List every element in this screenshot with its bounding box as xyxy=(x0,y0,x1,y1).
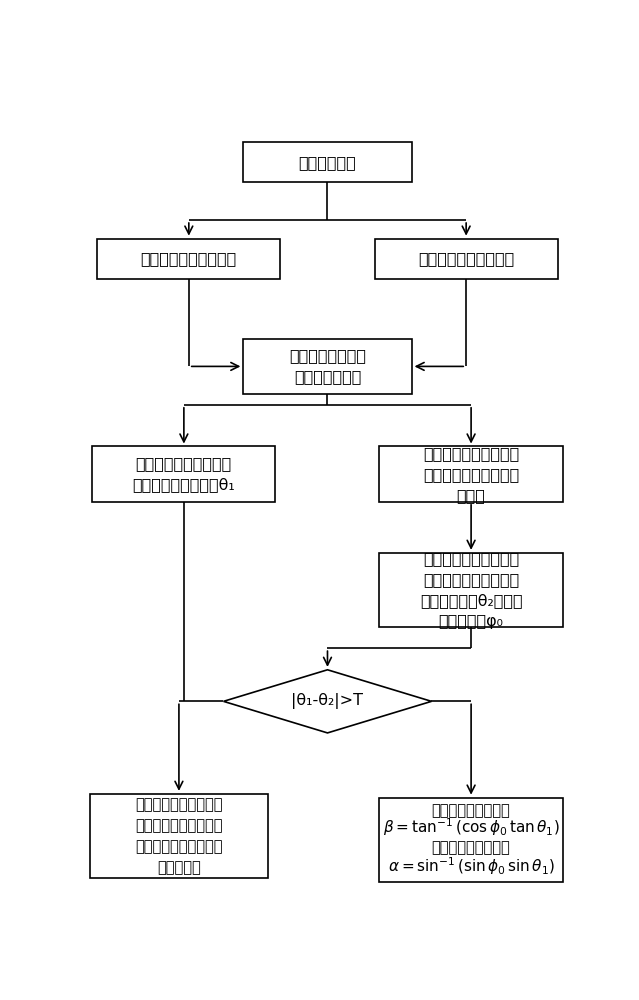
FancyBboxPatch shape xyxy=(92,446,275,502)
Text: 获取样本数据: 获取样本数据 xyxy=(298,155,357,170)
FancyBboxPatch shape xyxy=(380,798,563,882)
Text: 将俯仰角预估值作为待
测目标的俯仰角，将方
位角预估值作为待测目
标的方位角: 将俯仰角预估值作为待 测目标的俯仰角，将方 位角预估值作为待测目 标的方位角 xyxy=(135,797,222,875)
Text: |θ₁-θ₂|>T: |θ₁-θ₂|>T xyxy=(291,693,364,709)
Text: 待测目标的俯仰角为: 待测目标的俯仰角为 xyxy=(432,803,511,818)
Polygon shape xyxy=(224,670,431,733)
FancyBboxPatch shape xyxy=(374,239,558,279)
Text: $\beta = \tan^{-1}(\cos\phi_0\,\tan\theta_1)$: $\beta = \tan^{-1}(\cos\phi_0\,\tan\thet… xyxy=(383,817,560,838)
FancyBboxPatch shape xyxy=(89,794,268,878)
FancyBboxPatch shape xyxy=(97,239,281,279)
Text: $\alpha = \sin^{-1}(\sin\phi_0\,\sin\theta_1)$: $\alpha = \sin^{-1}(\sin\phi_0\,\sin\the… xyxy=(388,855,555,877)
Text: 待测目标的方位角为: 待测目标的方位角为 xyxy=(432,840,511,855)
Text: 拟合得到第一函数关系: 拟合得到第一函数关系 xyxy=(141,251,237,266)
Text: 获取待测目标的四
个原始天线波束: 获取待测目标的四 个原始天线波束 xyxy=(289,348,366,384)
FancyBboxPatch shape xyxy=(243,339,412,394)
Text: 基于第二函数关系得到
俯仰角预估值和方位角
预估值: 基于第二函数关系得到 俯仰角预估值和方位角 预估值 xyxy=(423,446,520,503)
Text: 基于俯仰角预估值和方
位角预估值得到第一角
度第二预估值θ₂和第二
角度预估值φ₀: 基于俯仰角预估值和方 位角预估值得到第一角 度第二预估值θ₂和第二 角度预估值φ… xyxy=(420,551,523,629)
FancyBboxPatch shape xyxy=(243,142,412,182)
FancyBboxPatch shape xyxy=(380,446,563,502)
Text: 拟合得到第二函数关系: 拟合得到第二函数关系 xyxy=(418,251,514,266)
Text: 基于第一函数关系得到
第一角度第一预估值θ₁: 基于第一函数关系得到 第一角度第一预估值θ₁ xyxy=(132,456,235,492)
FancyBboxPatch shape xyxy=(380,553,563,627)
